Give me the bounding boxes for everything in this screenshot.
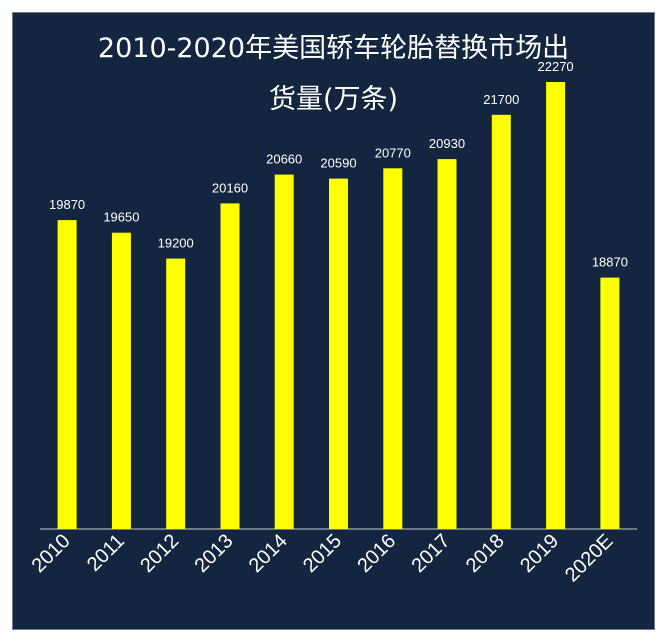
bar-2014	[274, 174, 294, 529]
x-tick-label-2014: 2014	[245, 530, 292, 577]
data-label-2020E: 18870	[592, 255, 628, 270]
chart-title-line-1: 2010-2020年美国轿车轮胎替换市场出	[97, 33, 570, 64]
x-tick-label-2019: 2019	[516, 530, 563, 577]
x-tick-labels-layer: 2010 2011 2012 2013 2014 2015 2016 2017 2018 2019…	[28, 530, 618, 586]
bar-2019	[546, 82, 566, 529]
data-label-2013: 20160	[212, 180, 248, 195]
data-label-2015: 20590	[320, 156, 356, 171]
data-label-2010: 19870	[49, 197, 85, 212]
bar-2012	[166, 258, 186, 529]
data-label-2016: 20770	[375, 145, 411, 160]
data-label-2014: 20660	[266, 152, 302, 167]
x-tick-label-2020E: 2020E	[561, 530, 617, 586]
data-label-2018: 21700	[483, 92, 519, 107]
bar-2015	[329, 178, 348, 529]
x-tick-label-2012: 2012	[136, 530, 183, 577]
x-tick-label-2017: 2017	[408, 530, 455, 577]
bar-2020E	[600, 277, 620, 529]
data-label-2019: 22270	[538, 59, 574, 74]
data-label-2017: 20930	[429, 136, 465, 151]
bar-2018	[491, 114, 511, 530]
bars-layer	[57, 82, 620, 530]
x-tick-label-2010: 2010	[28, 530, 75, 577]
bar-2017	[437, 159, 457, 529]
bar-2013	[220, 203, 240, 529]
x-tick-label-2011: 2011	[83, 530, 129, 576]
bar-2016	[383, 168, 403, 530]
x-tick-label-2015: 2015	[299, 530, 346, 577]
data-label-2011: 19650	[103, 210, 139, 225]
data-label-2012: 19200	[158, 236, 194, 251]
chart-title-line-2: 货量(万条)	[268, 84, 399, 115]
data-labels-layer: 19870 19650 19200 20160 20660 20590 20770 20930…	[49, 59, 628, 270]
bar-2011	[111, 232, 131, 529]
x-tick-label-2013: 2013	[191, 530, 238, 577]
x-tick-label-2018: 2018	[462, 530, 509, 577]
x-tick-label-2016: 2016	[353, 530, 400, 577]
bar-2010	[57, 220, 77, 529]
